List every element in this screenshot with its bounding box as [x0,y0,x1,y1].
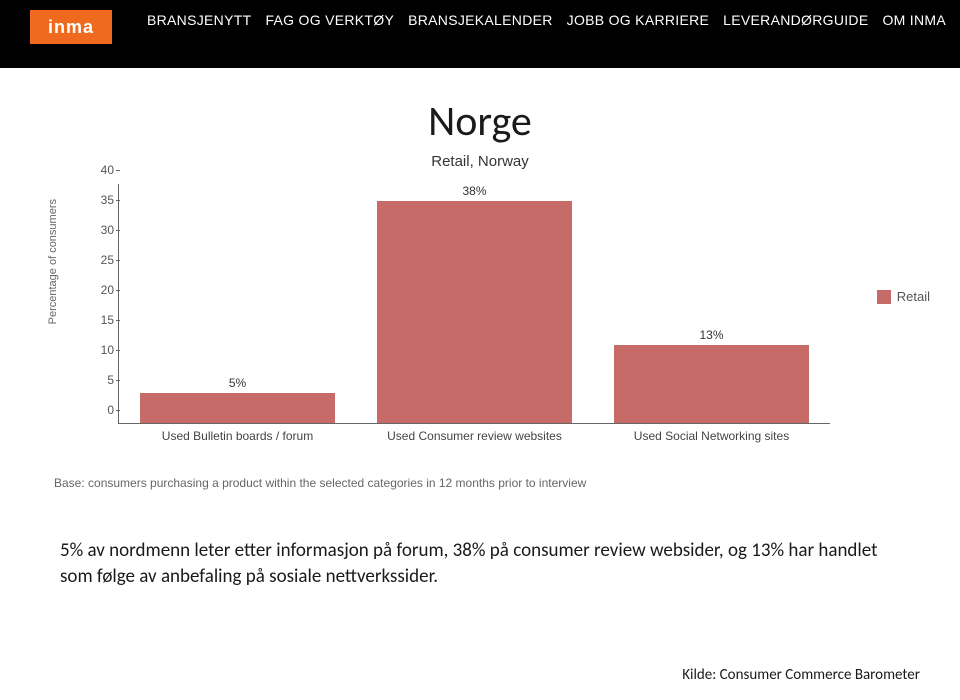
bar [140,393,334,423]
legend-label: Retail [897,289,930,304]
bar-group: 13%Used Social Networking sites [593,184,830,423]
x-tick-label: Used Social Networking sites [634,429,789,443]
chart-subtitle: Retail, Norway [0,153,960,170]
y-tick: 30 [101,223,114,237]
bar-value-label: 13% [699,328,723,342]
bar [614,345,808,423]
y-tick: 10 [101,343,114,357]
x-tick-label: Used Consumer review websites [387,429,562,443]
bars-container: 5%Used Bulletin boards / forum38%Used Co… [119,184,830,423]
nav-bransjenytt[interactable]: BRANSJENYTT [147,12,251,28]
y-tick: 20 [101,283,114,297]
bar-value-label: 38% [462,184,486,198]
y-tick: 40 [101,163,114,177]
plot-area: 5%Used Bulletin boards / forum38%Used Co… [118,184,830,424]
page-title: Norge [0,96,960,147]
y-tick: 35 [101,193,114,207]
top-navbar: inma BRANSJENYTT FAG OG VERKTØY BRANSJEK… [0,0,960,68]
y-axis: 0510152025303540 [90,184,118,424]
x-tick-label: Used Bulletin boards / forum [162,429,313,443]
main-nav: BRANSJENYTT FAG OG VERKTØY BRANSJEKALEND… [147,10,946,28]
nav-bransjekalender[interactable]: BRANSJEKALENDER [408,12,553,28]
bar-value-label: 5% [229,376,246,390]
chart-legend: Retail [877,289,930,304]
source-citation: Kilde: Consumer Commerce Barometer [682,666,920,684]
y-tick: 15 [101,313,114,327]
nav-jobb-og-karriere[interactable]: JOBB OG KARRIERE [567,12,710,28]
nav-om-inma[interactable]: OM INMA [882,12,946,28]
base-note: Base: consumers purchasing a product wit… [54,476,960,490]
legend-swatch [877,290,891,304]
brand-logo: inma [30,10,112,44]
y-axis-label: Percentage of consumers [47,199,59,324]
y-tick: 5 [107,373,114,387]
y-tick: 25 [101,253,114,267]
bar-group: 5%Used Bulletin boards / forum [119,184,356,423]
nav-leverandorguide[interactable]: LEVERANDØRGUIDE [723,12,868,28]
bar [377,201,571,423]
bar-chart: Percentage of consumers 0510152025303540… [50,184,930,444]
caption-text: 5% av nordmenn leter etter informasjon p… [60,538,890,589]
bar-group: 38%Used Consumer review websites [356,184,593,423]
y-tick: 0 [107,403,114,417]
nav-fag-og-verktoy[interactable]: FAG OG VERKTØY [265,12,394,28]
